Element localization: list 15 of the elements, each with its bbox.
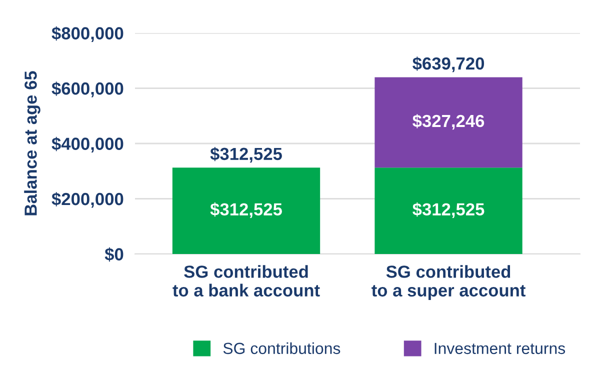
annotation: $312,525 <box>210 202 282 218</box>
data-label: $312,525 <box>210 147 282 163</box>
x-tick-label: SG contributed to a super account <box>372 265 526 300</box>
data-label: $312,525 <box>412 202 484 218</box>
y-tick-label: $800,000 <box>52 26 124 42</box>
y-tick-label: $600,000 <box>52 82 124 98</box>
legend-label: Investment returns <box>434 342 566 354</box>
y-tick-label: $200,000 <box>52 192 124 208</box>
data-label: $327,246 <box>412 114 484 130</box>
y-axis-title: Balance at age 65 <box>24 71 40 216</box>
x-tick-label: SG contributed to a bank account <box>172 265 320 297</box>
y-tick-label: $400,000 <box>52 136 124 152</box>
y-tick-label: $0 <box>104 247 124 262</box>
legend-label: SG contributions <box>223 342 340 354</box>
annotation: $639,720 <box>412 56 484 72</box>
